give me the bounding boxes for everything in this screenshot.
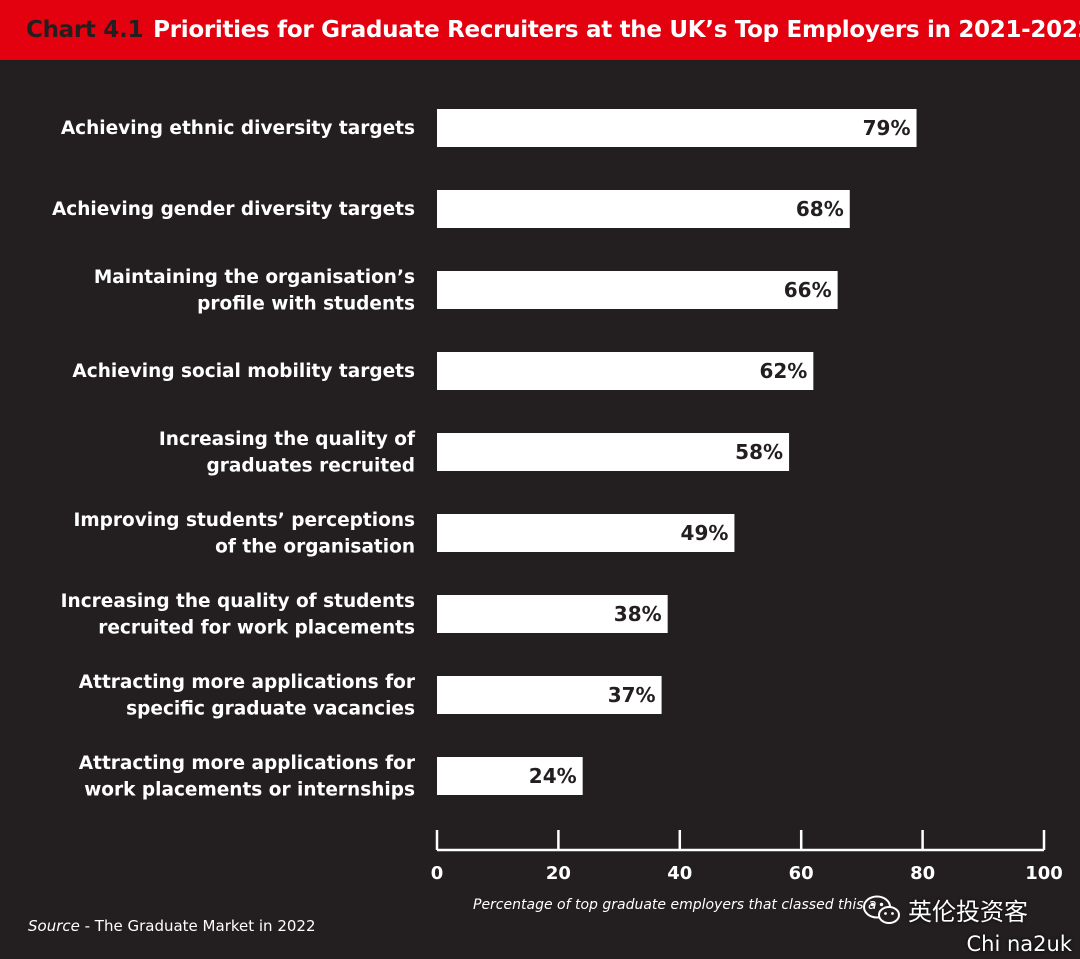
bar: [437, 271, 838, 309]
chart-number: Chart 4.1: [26, 17, 144, 43]
data-label: 66%: [784, 278, 832, 302]
source-note: Source - The Graduate Market in 2022: [28, 917, 316, 935]
category-label: specific graduate vacancies: [126, 698, 415, 719]
bar-chart: 79% Achieving ethnic diversity targets 68%…: [52, 109, 1063, 884]
category-label: Maintaining the organisation’s: [94, 267, 415, 288]
category-label: Improving students’ perceptions: [73, 510, 415, 531]
chart-title: Priorities for Graduate Recruiters at th…: [153, 17, 1080, 43]
data-label: 38%: [614, 602, 662, 626]
category-label: Achieving gender diversity targets: [52, 199, 415, 220]
x-tick-label: 40: [667, 863, 692, 884]
category-label: recruited for work placements: [98, 617, 415, 638]
data-label: 68%: [796, 197, 844, 221]
x-tick-label: 20: [546, 863, 571, 884]
wechat-icon: [863, 895, 900, 924]
data-label: 79%: [863, 116, 911, 140]
chart-header: Chart 4.1 Priorities for Graduate Recrui…: [0, 0, 1080, 60]
bar: [437, 352, 814, 390]
watermark-text: 英伦投资客: [908, 898, 1028, 926]
category-label: Achieving social mobility targets: [72, 361, 415, 382]
data-label: 62%: [759, 359, 807, 383]
x-axis-title: Percentage of top graduate employers tha…: [473, 897, 877, 913]
data-label: 49%: [681, 521, 729, 545]
category-label: profile with students: [197, 293, 415, 314]
bar: [437, 190, 850, 228]
category-label: Attracting more applications for: [79, 672, 416, 693]
watermark-corner: Chi na2uk: [966, 932, 1073, 956]
bar: [437, 514, 735, 552]
data-label: 37%: [608, 683, 656, 707]
bar: [437, 595, 668, 633]
bar: [437, 109, 917, 147]
source-text: - The Graduate Market in 2022: [79, 917, 316, 935]
category-label: graduates recruited: [207, 455, 416, 476]
category-label: work placements or internships: [84, 779, 415, 800]
data-label: 24%: [529, 764, 577, 788]
category-label: Increasing the quality of: [159, 429, 416, 450]
x-tick-label: 0: [431, 863, 444, 884]
bar: [437, 433, 790, 471]
category-label: Increasing the quality of students: [61, 591, 415, 612]
source-prefix: Source: [28, 917, 80, 935]
x-tick-label: 100: [1025, 863, 1063, 884]
category-label: of the organisation: [215, 536, 415, 557]
x-tick-label: 80: [910, 863, 935, 884]
watermark: 英伦投资客: [862, 892, 1028, 927]
x-tick-label: 60: [789, 863, 814, 884]
bar: [437, 676, 662, 714]
bar: [437, 757, 583, 795]
category-label: Achieving ethnic diversity targets: [61, 118, 415, 139]
category-label: Attracting more applications for: [79, 753, 416, 774]
data-label: 58%: [735, 440, 783, 464]
